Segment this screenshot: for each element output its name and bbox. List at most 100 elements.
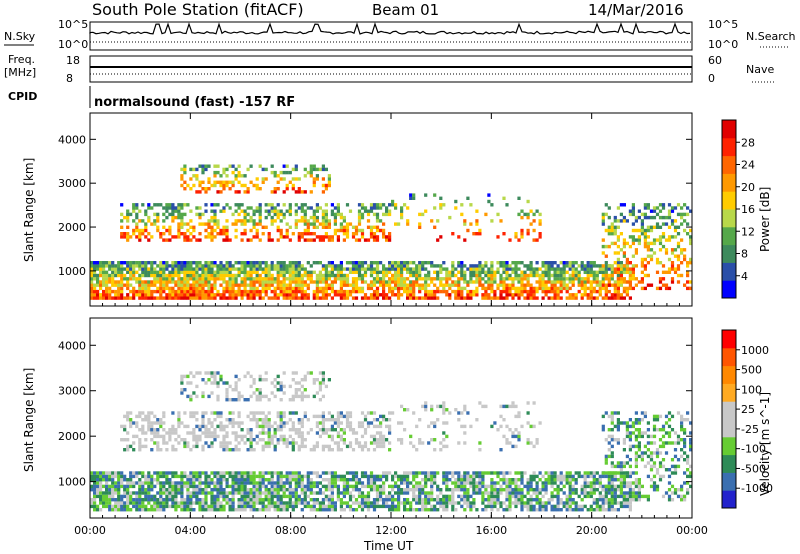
echo-cell: [448, 277, 452, 281]
echo-cell: [249, 481, 253, 485]
echo-cell: [240, 508, 244, 512]
echo-cell: [111, 484, 115, 489]
echo-cell: [285, 264, 289, 268]
echo-cell: [132, 448, 136, 452]
echo-cell: [141, 418, 145, 422]
echo-cell: [421, 286, 425, 291]
echo-cell: [568, 504, 572, 509]
echo-cell: [294, 471, 298, 475]
echo-cell: [475, 209, 479, 213]
echo-cell: [424, 261, 428, 265]
echo-cell: [270, 170, 274, 175]
echo-cell: [412, 270, 416, 274]
echo-cell: [147, 484, 151, 489]
echo-cell: [631, 273, 635, 278]
echo-cell: [168, 289, 172, 294]
echo-cell: [333, 293, 337, 297]
echo-cell: [490, 296, 494, 300]
echo-cell: [111, 471, 115, 475]
echo-cell: [508, 501, 512, 505]
echo-cell: [339, 448, 343, 452]
echo-cell: [306, 471, 310, 475]
echo-cell: [415, 267, 419, 271]
echo-cell: [375, 273, 380, 278]
echo-cell: [526, 504, 530, 509]
echo-cell: [303, 190, 307, 194]
echo-cell: [394, 203, 398, 207]
echo-cell: [363, 504, 368, 509]
echo-cell: [216, 498, 220, 502]
echo-cell: [574, 504, 578, 509]
echo-cell: [351, 508, 356, 512]
echo-cell: [673, 270, 678, 274]
echo-cell: [312, 232, 316, 236]
echo-cell: [490, 481, 494, 485]
echo-cell: [388, 289, 392, 294]
echo-cell: [532, 504, 536, 509]
echo-cell: [207, 187, 211, 191]
echo-cell: [385, 283, 389, 287]
echo-cell: [282, 280, 286, 284]
echo-cell: [264, 277, 268, 281]
echo-cell: [586, 508, 590, 512]
echo-cell: [177, 488, 181, 492]
echo-cell: [412, 293, 416, 297]
echo-cell: [625, 293, 629, 297]
echo-cell: [246, 371, 250, 375]
echo-cell: [514, 289, 518, 294]
echo-cell: [249, 438, 253, 442]
echo-cell: [571, 296, 575, 300]
echo-cell: [108, 261, 112, 265]
echo-cell: [424, 478, 428, 482]
echo-cell: [312, 471, 316, 475]
echo-cell: [496, 491, 500, 495]
echo-cell: [108, 296, 112, 300]
echo-cell: [616, 244, 620, 249]
echo-cell: [141, 411, 145, 415]
echo-cell: [207, 180, 211, 184]
echo-cell: [255, 177, 259, 181]
echo-cell: [382, 498, 386, 502]
echo-cell: [324, 264, 328, 268]
echo-cell: [351, 232, 356, 236]
echo-cell: [430, 219, 434, 223]
echo-cell: [222, 438, 226, 442]
echo-cell: [231, 277, 235, 281]
echo-cell: [267, 398, 271, 402]
echo-cell: [565, 504, 569, 509]
echo-cell: [430, 504, 434, 509]
echo-cell: [258, 267, 262, 271]
echo-cell: [258, 491, 262, 495]
echo-cell: [195, 471, 199, 475]
echo-cell: [174, 438, 178, 442]
echo-cell: [330, 212, 334, 217]
echo-cell: [379, 206, 383, 210]
echo-cell: [249, 441, 253, 445]
echo-cell: [276, 481, 280, 485]
echo-cell: [481, 494, 485, 499]
echo-cell: [267, 203, 271, 207]
echo-cell: [532, 498, 536, 502]
echo-cell: [264, 431, 268, 435]
echo-cell: [655, 286, 660, 291]
echo-cell: [165, 267, 169, 271]
echo-cell: [613, 225, 617, 229]
echo-cell: [309, 170, 313, 175]
echo-cell: [162, 283, 166, 287]
echo-cell: [228, 264, 232, 268]
echo-cell: [273, 289, 277, 294]
echo-cell: [472, 270, 476, 274]
echo-cell: [363, 209, 368, 213]
echo-cell: [201, 421, 205, 425]
echo-cell: [150, 270, 154, 274]
echo-cell: [129, 273, 133, 278]
echo-cell: [141, 228, 145, 233]
echo-cell: [237, 508, 241, 512]
echo-cell: [93, 474, 97, 479]
echo-cell: [499, 296, 503, 300]
echo-cell: [556, 277, 560, 281]
echo-cell: [547, 498, 551, 502]
echo-cell: [354, 289, 359, 294]
echo-cell: [144, 286, 148, 291]
echo-cell: [360, 264, 365, 268]
